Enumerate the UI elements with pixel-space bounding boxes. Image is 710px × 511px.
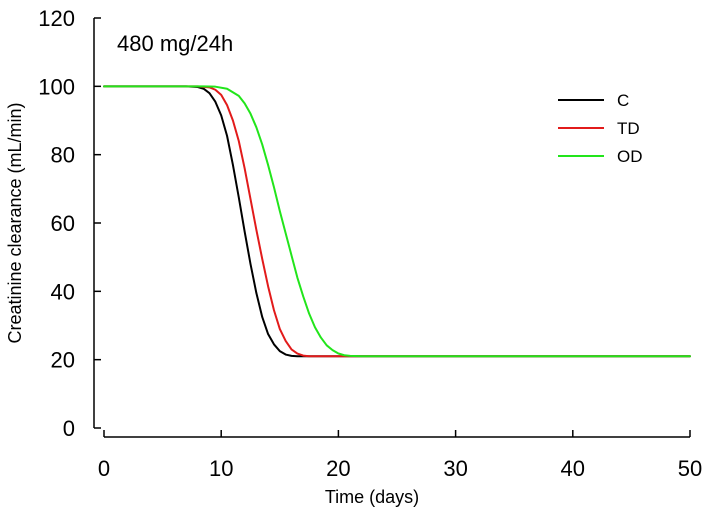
y-tick-label: 20: [51, 348, 75, 373]
x-ticks: 0 10 20 30 40 50: [98, 430, 702, 481]
y-tick-label: 80: [51, 143, 75, 168]
y-ticks: 0 20 40 60 80 100 120: [38, 6, 101, 441]
y-axis: 0 20 40 60 80 100 120: [38, 6, 101, 441]
legend: C TD OD: [558, 91, 643, 166]
chart-annotation: 480 mg/24h: [117, 31, 233, 56]
series-line-c: [103, 85, 691, 358]
x-tick-label: 20: [326, 456, 350, 481]
x-tick-label: 40: [561, 456, 585, 481]
series-line-td: [103, 85, 691, 358]
x-tick-label: 10: [209, 456, 233, 481]
legend-label-td: TD: [617, 119, 640, 138]
x-axis: 0 10 20 30 40 50: [98, 430, 702, 481]
series-line-od: [103, 85, 691, 358]
y-tick-label: 0: [63, 416, 75, 441]
series-lines: [103, 85, 691, 358]
x-tick-label: 0: [98, 456, 110, 481]
x-axis-title: Time (days): [325, 487, 419, 507]
y-tick-label: 60: [51, 211, 75, 236]
y-tick-label: 40: [51, 279, 75, 304]
x-tick-label: 50: [678, 456, 702, 481]
y-tick-label: 100: [38, 74, 75, 99]
legend-label-od: OD: [617, 147, 643, 166]
y-axis-title: Creatinine clearance (mL/min): [5, 102, 25, 343]
x-tick-label: 30: [443, 456, 467, 481]
y-tick-label: 120: [38, 6, 75, 31]
legend-label-c: C: [617, 91, 629, 110]
